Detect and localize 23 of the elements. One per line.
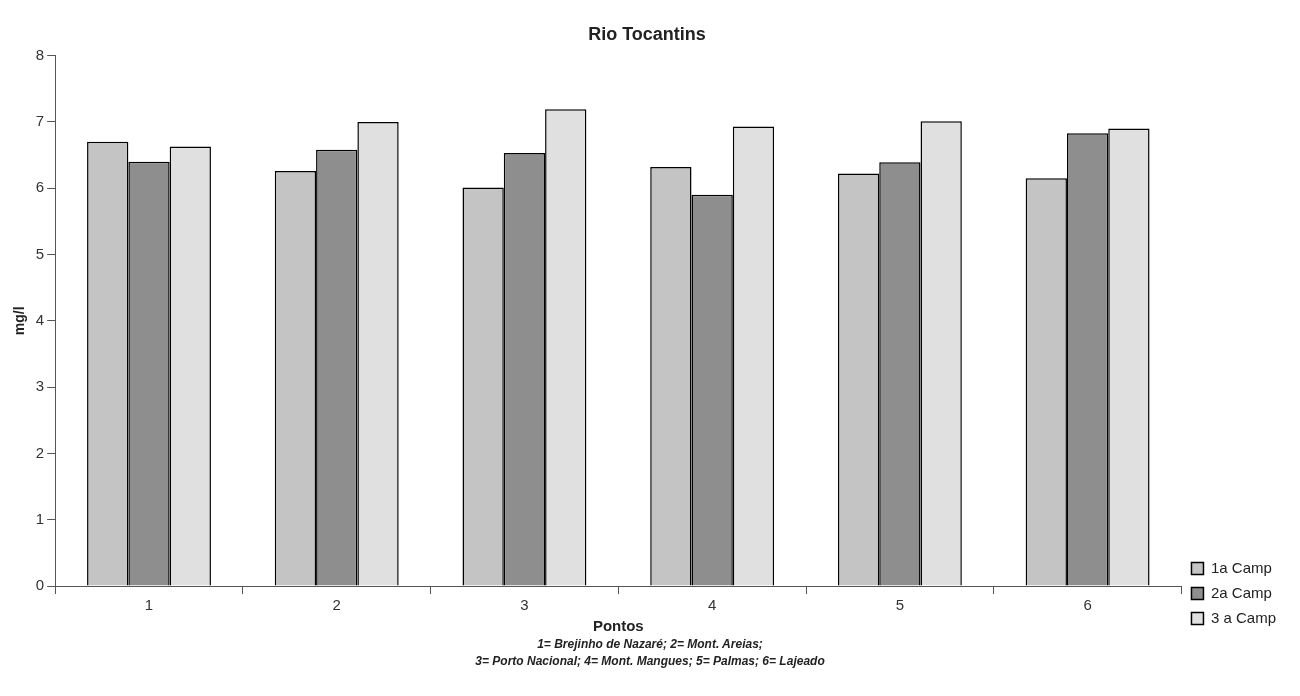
y-tick-label: 1 (35, 509, 45, 527)
legend-label: 2a Camp (1210, 583, 1272, 601)
x-tick-label: 6 (1083, 596, 1092, 614)
y-tick-label: 8 (35, 45, 45, 63)
y-tick-label: 2 (35, 443, 45, 461)
chart-title: Rio Tocantins (588, 23, 706, 44)
x-tick-label: 5 (895, 596, 905, 614)
text: 3= Porto Nacional; 4= Mont. Mangues; 5= Palmas; 6= Lajeado (474, 653, 826, 670)
legend-label: 1a Camp (1210, 558, 1272, 576)
y-axis-title: mg/l (11, 306, 28, 336)
y-tick-label: 6 (35, 178, 45, 196)
y-tick-label: 7 (35, 112, 45, 130)
x-tick-label: 4 (707, 596, 717, 614)
x-axis-title: Pontos (592, 617, 644, 635)
legend-label: 3 a Camp (1210, 608, 1277, 626)
x-tick-label: 3 (520, 596, 529, 614)
x-tick-label: 1 (144, 596, 154, 614)
y-tick-label: 4 (35, 310, 45, 328)
y-tick-label: 0 (35, 576, 45, 594)
y-tick-label: 3 (35, 377, 45, 395)
y-tick-label: 5 (35, 244, 45, 262)
x-tick-label: 2 (332, 596, 341, 614)
text: 1= Brejinho de Nazaré; 2= Mont. Areias; (536, 636, 764, 653)
